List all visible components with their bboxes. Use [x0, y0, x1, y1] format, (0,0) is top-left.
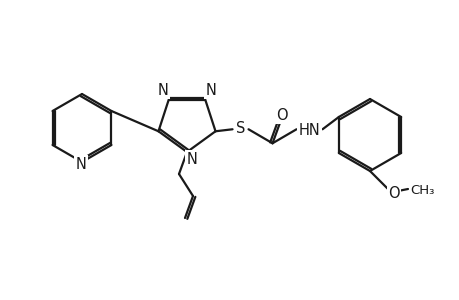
Text: N: N — [75, 157, 86, 172]
Text: N: N — [157, 83, 168, 98]
Text: CH₃: CH₃ — [409, 184, 433, 197]
Text: N: N — [205, 83, 216, 98]
Text: N: N — [186, 152, 197, 166]
Text: O: O — [387, 185, 399, 200]
Text: O: O — [276, 108, 287, 123]
Text: HN: HN — [298, 123, 320, 138]
Text: S: S — [235, 121, 245, 136]
